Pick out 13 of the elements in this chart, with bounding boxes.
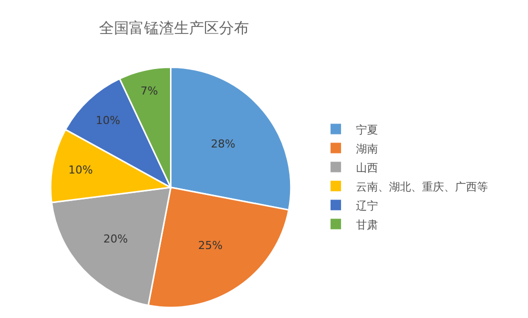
legend-label: 云南、湖北、重庆、广西等 [356, 180, 488, 194]
legend-label: 湖南 [356, 142, 378, 156]
data-label: 20% [103, 232, 128, 246]
chart-title: 全国富锰渣生产区分布 [99, 18, 250, 37]
legend-label: 甘肃 [356, 218, 378, 232]
data-label: 10% [68, 164, 93, 177]
data-label: 25% [198, 239, 223, 252]
data-label: 7% [140, 84, 158, 98]
legend-label: 山西 [356, 161, 378, 174]
data-label: 10% [96, 114, 120, 128]
data-label: 28% [210, 138, 236, 151]
legend-label: 辽宁 [356, 199, 378, 212]
legend-label: 宁夏 [356, 123, 378, 136]
